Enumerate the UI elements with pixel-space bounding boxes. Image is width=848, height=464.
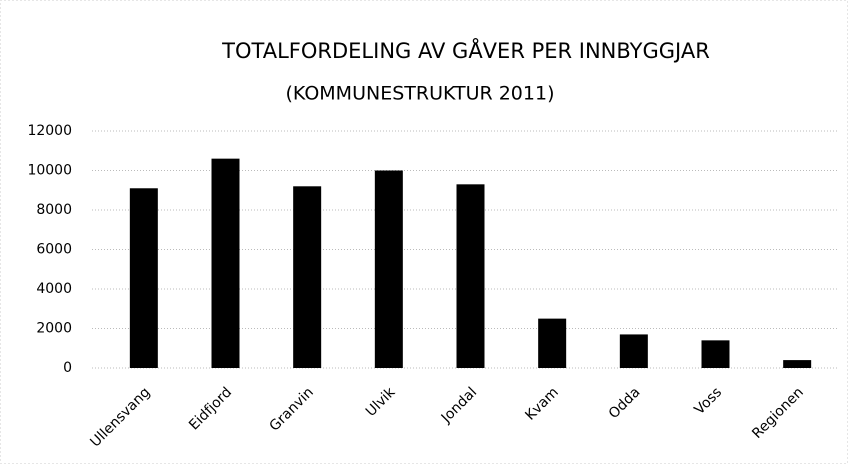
y-tick-label: 6000 (36, 242, 72, 258)
x-tick-label: Ulvik (363, 384, 399, 420)
x-tick-label: Regionen (749, 384, 807, 442)
chart-subtitle: (KOMMUNESTRUKTUR 2011) (286, 83, 555, 105)
x-tick-label: Kvam (522, 384, 561, 423)
y-tick-label: 2000 (36, 321, 72, 337)
y-tick-label: 8000 (36, 202, 72, 218)
y-tick-label: 0 (63, 360, 72, 376)
x-tick-label: Jondal (438, 384, 480, 426)
x-tick-label: Odda (606, 384, 644, 422)
y-tick-label: 4000 (36, 281, 72, 297)
bar (129, 188, 158, 368)
y-tick-label: 10000 (27, 163, 72, 179)
bar (293, 186, 322, 368)
bar (783, 360, 812, 368)
chart-title: TOTALFORDELING AV GÅVER PER INNBYGGJAR (221, 37, 710, 63)
bar (374, 170, 403, 368)
bar (211, 158, 240, 368)
x-tick-label: Eidfjord (186, 384, 235, 433)
bar (619, 334, 648, 368)
y-tick-label: 12000 (27, 123, 72, 139)
x-tick-label: Ullensvang (87, 384, 153, 450)
bar (701, 340, 730, 368)
x-tick-label: Voss (691, 384, 725, 418)
bar (456, 184, 485, 368)
bar (538, 318, 567, 368)
x-tick-label: Granvin (267, 384, 317, 434)
